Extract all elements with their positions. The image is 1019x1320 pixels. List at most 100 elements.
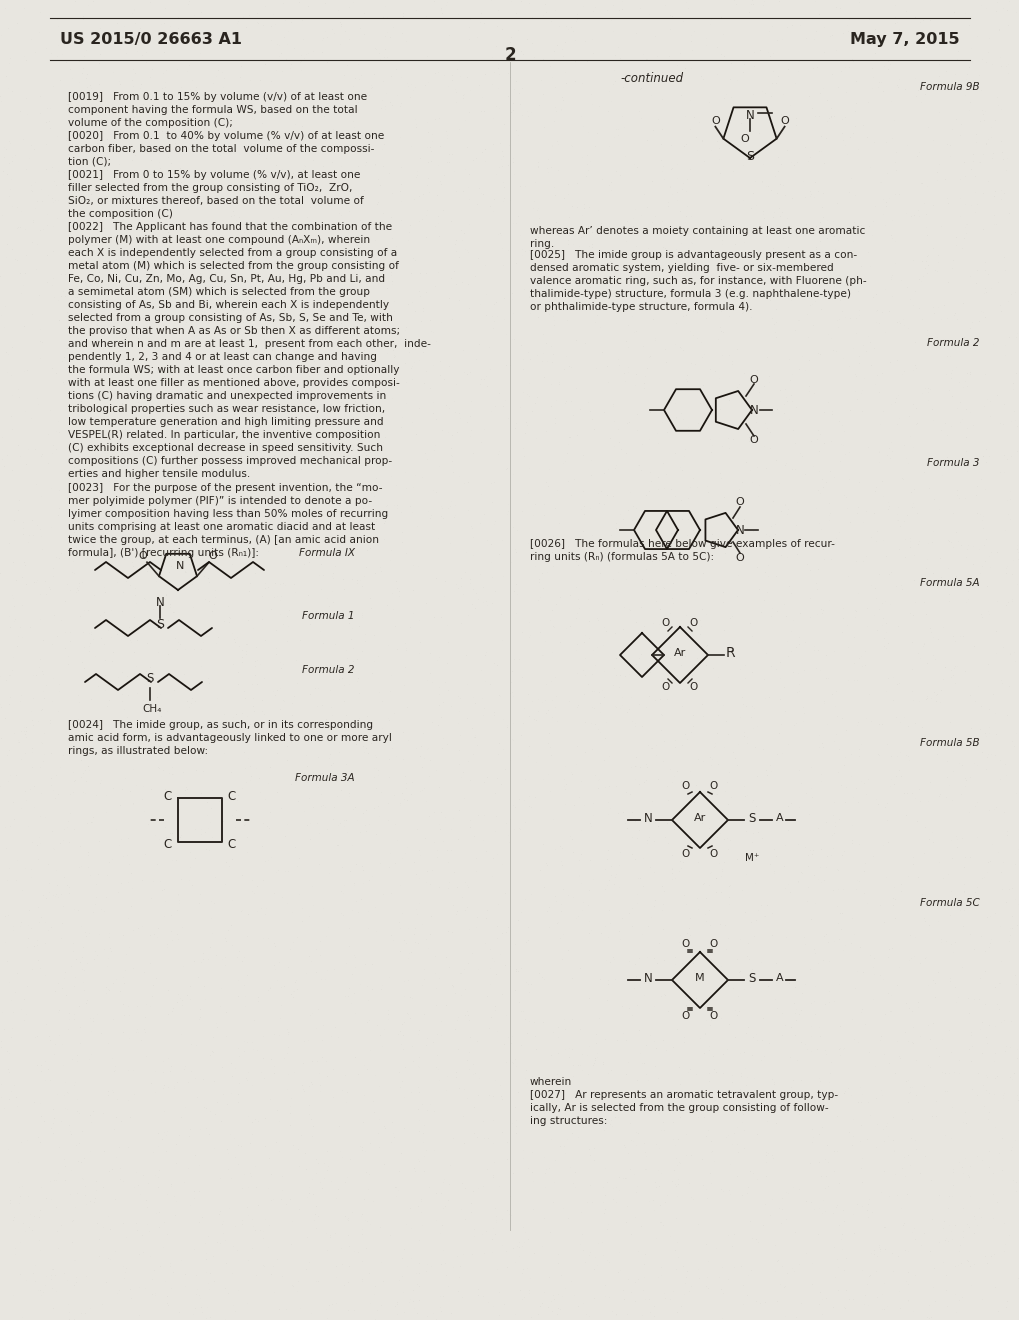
Text: O: O xyxy=(709,939,717,949)
Text: Formula 5C: Formula 5C xyxy=(919,898,979,908)
Text: S: S xyxy=(745,149,753,162)
Text: O: O xyxy=(682,849,690,859)
Text: Formula IX: Formula IX xyxy=(299,548,355,558)
Text: O: O xyxy=(709,849,717,859)
Text: mer polyimide polymer (PIF)” is intended to denote a po-: mer polyimide polymer (PIF)” is intended… xyxy=(68,496,372,506)
Text: [0027]   Ar represents an aromatic tetravalent group, typ-: [0027] Ar represents an aromatic tetrava… xyxy=(530,1090,838,1100)
Text: [0023]   For the purpose of the present invention, the “mo-: [0023] For the purpose of the present in… xyxy=(68,483,382,492)
Text: Formula 5B: Formula 5B xyxy=(919,738,979,748)
Text: formula], (B') [recurring units (Rₙ₁)]:: formula], (B') [recurring units (Rₙ₁)]: xyxy=(68,548,259,558)
Text: the proviso that when A as As or Sb then X as different atoms;: the proviso that when A as As or Sb then… xyxy=(68,326,399,337)
Text: N: N xyxy=(749,404,758,417)
Text: carbon fiber, based on the total  volume of the compossi-: carbon fiber, based on the total volume … xyxy=(68,144,374,154)
Text: O: O xyxy=(740,135,749,144)
Text: O: O xyxy=(689,618,697,628)
Text: low temperature generation and high limiting pressure and: low temperature generation and high limi… xyxy=(68,417,383,426)
Text: O: O xyxy=(735,553,744,564)
Text: N: N xyxy=(745,108,754,121)
Text: O: O xyxy=(709,781,717,791)
Text: [0020]   From 0.1  to 40% by volume (% v/v) of at least one: [0020] From 0.1 to 40% by volume (% v/v)… xyxy=(68,131,384,141)
Text: rings, as illustrated below:: rings, as illustrated below: xyxy=(68,746,208,756)
Text: VESPEL(R) related. In particular, the inventive composition: VESPEL(R) related. In particular, the in… xyxy=(68,430,380,440)
Text: M: M xyxy=(695,973,704,983)
Text: [0024]   The imide group, as such, or in its corresponding: [0024] The imide group, as such, or in i… xyxy=(68,719,373,730)
Text: selected from a group consisting of As, Sb, S, Se and Te, with: selected from a group consisting of As, … xyxy=(68,313,392,323)
Text: (C) exhibits exceptional decrease in speed sensitivity. Such: (C) exhibits exceptional decrease in spe… xyxy=(68,444,382,453)
Text: wherein: wherein xyxy=(530,1077,572,1086)
Text: ring units (Rₙ) (formulas 5A to 5C):: ring units (Rₙ) (formulas 5A to 5C): xyxy=(530,552,713,562)
Text: the composition (C): the composition (C) xyxy=(68,209,172,219)
Text: tion (C);: tion (C); xyxy=(68,157,111,168)
Text: N: N xyxy=(735,524,744,536)
Text: ring.: ring. xyxy=(530,239,553,249)
Text: N: N xyxy=(643,972,652,985)
Text: R: R xyxy=(725,645,734,660)
Text: and wherein n and m are at least 1,  present from each other,  inde-: and wherein n and m are at least 1, pres… xyxy=(68,339,430,348)
Text: O: O xyxy=(749,375,758,385)
Text: each X is independently selected from a group consisting of a: each X is independently selected from a … xyxy=(68,248,396,257)
Text: A: A xyxy=(775,813,783,822)
Text: a semimetal atom (SM) which is selected from the group: a semimetal atom (SM) which is selected … xyxy=(68,286,370,297)
Text: S: S xyxy=(146,672,154,685)
Text: pendently 1, 2, 3 and 4 or at least can change and having: pendently 1, 2, 3 and 4 or at least can … xyxy=(68,352,377,362)
Text: S: S xyxy=(748,812,755,825)
Text: CH₄: CH₄ xyxy=(143,704,162,714)
Text: erties and higher tensile modulus.: erties and higher tensile modulus. xyxy=(68,469,250,479)
Text: Formula 2: Formula 2 xyxy=(926,338,979,348)
Text: metal atom (M) which is selected from the group consisting of: metal atom (M) which is selected from th… xyxy=(68,261,398,271)
Text: [0021]   From 0 to 15% by volume (% v/v), at least one: [0021] From 0 to 15% by volume (% v/v), … xyxy=(68,170,360,180)
Text: consisting of As, Sb and Bi, wherein each X is independently: consisting of As, Sb and Bi, wherein eac… xyxy=(68,300,388,310)
Text: O: O xyxy=(689,682,697,692)
Text: O: O xyxy=(780,116,789,125)
Text: Formula 1: Formula 1 xyxy=(303,611,355,620)
Text: whereas Ar’ denotes a moiety containing at least one aromatic: whereas Ar’ denotes a moiety containing … xyxy=(530,226,864,236)
Text: O: O xyxy=(139,552,147,561)
Text: with at least one filler as mentioned above, provides composi-: with at least one filler as mentioned ab… xyxy=(68,378,399,388)
Text: N: N xyxy=(643,812,652,825)
Text: A: A xyxy=(775,973,783,983)
Text: Formula 9B: Formula 9B xyxy=(919,82,979,92)
Text: ing structures:: ing structures: xyxy=(530,1115,606,1126)
Text: [0019]   From 0.1 to 15% by volume (v/v) of at least one: [0019] From 0.1 to 15% by volume (v/v) o… xyxy=(68,92,367,102)
Text: amic acid form, is advantageously linked to one or more aryl: amic acid form, is advantageously linked… xyxy=(68,733,391,743)
Text: component having the formula WS, based on the total: component having the formula WS, based o… xyxy=(68,106,358,115)
Text: O: O xyxy=(749,436,758,445)
Text: N: N xyxy=(156,595,164,609)
Text: compositions (C) further possess improved mechanical prop-: compositions (C) further possess improve… xyxy=(68,455,391,466)
Text: O: O xyxy=(710,116,719,125)
Text: SiO₂, or mixtures thereof, based on the total  volume of: SiO₂, or mixtures thereof, based on the … xyxy=(68,195,364,206)
Text: units comprising at least one aromatic diacid and at least: units comprising at least one aromatic d… xyxy=(68,521,375,532)
Text: volume of the composition (C);: volume of the composition (C); xyxy=(68,117,232,128)
Text: O: O xyxy=(682,781,690,791)
Text: tions (C) having dramatic and unexpected improvements in: tions (C) having dramatic and unexpected… xyxy=(68,391,386,401)
Text: O: O xyxy=(709,1011,717,1020)
Text: tribological properties such as wear resistance, low friction,: tribological properties such as wear res… xyxy=(68,404,385,414)
Text: ically, Ar is selected from the group consisting of follow-: ically, Ar is selected from the group co… xyxy=(530,1104,827,1113)
Text: Ar: Ar xyxy=(693,813,705,822)
Text: 2: 2 xyxy=(503,46,516,63)
Text: C: C xyxy=(227,837,235,850)
Text: twice the group, at each terminus, (A) [an amic acid anion: twice the group, at each terminus, (A) [… xyxy=(68,535,379,545)
Text: lyimer composition having less than 50% moles of recurring: lyimer composition having less than 50% … xyxy=(68,510,388,519)
Text: thalimide-type) structure, formula 3 (e.g. naphthalene-type): thalimide-type) structure, formula 3 (e.… xyxy=(530,289,850,300)
Text: O: O xyxy=(661,618,669,628)
Text: O: O xyxy=(735,498,744,507)
Text: Formula 3A: Formula 3A xyxy=(296,774,355,783)
Text: Formula 3: Formula 3 xyxy=(926,458,979,469)
Text: May 7, 2015: May 7, 2015 xyxy=(850,32,959,48)
Text: valence aromatic ring, such as, for instance, with Fluorene (ph-: valence aromatic ring, such as, for inst… xyxy=(530,276,866,286)
Text: US 2015/0 26663 A1: US 2015/0 26663 A1 xyxy=(60,32,242,48)
Text: [0026]   The formulas here below give examples of recur-: [0026] The formulas here below give exam… xyxy=(530,539,835,549)
Text: C: C xyxy=(164,837,172,850)
Text: [0025]   The imide group is advantageously present as a con-: [0025] The imide group is advantageously… xyxy=(530,249,856,260)
Text: C: C xyxy=(164,789,172,803)
Text: or phthalimide-type structure, formula 4).: or phthalimide-type structure, formula 4… xyxy=(530,302,752,312)
Text: O: O xyxy=(682,1011,690,1020)
Text: N: N xyxy=(175,561,184,572)
Text: polymer (M) with at least one compound (AₙXₘ), wherein: polymer (M) with at least one compound (… xyxy=(68,235,370,246)
Text: Ar: Ar xyxy=(674,648,686,657)
Text: O: O xyxy=(682,939,690,949)
Text: S: S xyxy=(748,972,755,985)
Text: O: O xyxy=(209,552,217,561)
Text: S: S xyxy=(156,619,164,631)
